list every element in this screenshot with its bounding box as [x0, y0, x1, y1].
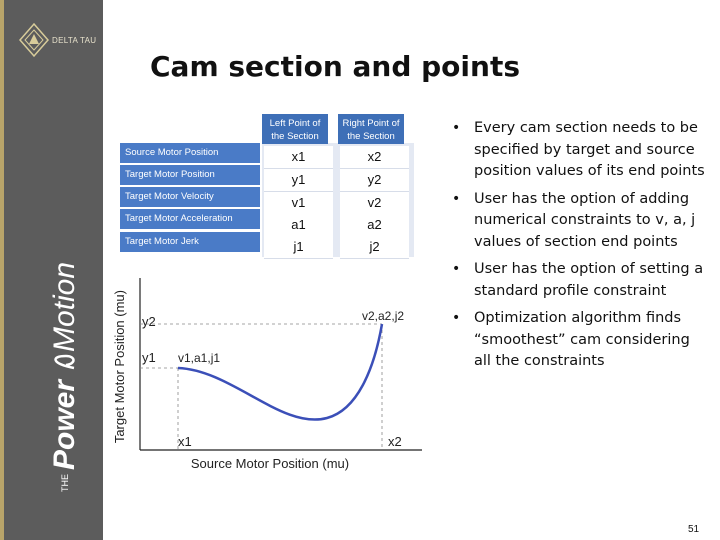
y2-label: y2 — [142, 314, 156, 329]
cam-plot: Target Motor Position (mu) Source Motor … — [112, 278, 422, 471]
bullet-text: User has the option of setting a standar… — [474, 261, 704, 299]
table-cell: a2 — [340, 214, 409, 237]
row-label: Target Motor Velocity — [120, 187, 260, 207]
cell-value: a1 — [291, 217, 306, 232]
delta-tau-logo — [19, 22, 49, 58]
cell-value: v2 — [367, 195, 382, 210]
cam-curve — [177, 323, 384, 421]
gold-stripe — [0, 0, 4, 540]
brand-suffix: Motion — [48, 262, 81, 352]
brand-main: Power — [48, 378, 81, 470]
row-label: Target Motor Acceleration — [120, 209, 260, 229]
bullet-dot: • — [452, 310, 461, 326]
x1-label: x1 — [178, 434, 192, 449]
slide-title: Cam section and points — [150, 50, 521, 83]
table-cell: y1 — [264, 169, 333, 192]
cell-value: x1 — [291, 149, 306, 164]
cell-value: x2 — [367, 149, 382, 164]
page-number: 51 — [688, 524, 700, 535]
bullet-text: Optimization algorithm finds “smoothest”… — [474, 310, 690, 369]
table-cell: y2 — [340, 169, 409, 192]
table-cell: j1 — [264, 236, 333, 259]
bullet-item: • Optimization algorithm finds “smoothest… — [450, 308, 708, 373]
x2-label: x2 — [388, 434, 402, 449]
bullet-dot: • — [452, 261, 461, 277]
row-label: Target Motor Position — [120, 165, 260, 185]
bullet-dot: • — [452, 120, 461, 136]
cell-value: v1 — [291, 195, 306, 210]
cell-value: a2 — [367, 217, 382, 232]
sidebar — [0, 0, 103, 540]
cell-value: j1 — [293, 239, 304, 254]
bullet-item: • User has the option of setting a standa… — [450, 259, 708, 302]
col-header-left: Left Point of the Section — [262, 114, 328, 144]
col-header-right: Right Point of the Section — [338, 114, 404, 144]
table-cell: x2 — [340, 146, 409, 169]
bullet-dot: • — [452, 190, 461, 207]
table-cell: j2 — [340, 236, 409, 259]
y-axis-label: Target Motor Position (mu) — [112, 290, 127, 443]
brand-prefix: THE — [60, 474, 70, 492]
y1-label: y1 — [142, 350, 156, 365]
bullet-list: • Every cam section needs to be specified… — [450, 118, 708, 379]
bullet-item: • User has the option of adding numerical… — [450, 189, 708, 254]
power-pmac-brand: THE Power Motion — [48, 262, 81, 492]
left-point-label: v1,a1,j1 — [178, 351, 220, 365]
logo-text: DELTA TAU — [52, 36, 97, 45]
cell-value: y2 — [367, 172, 382, 187]
x-axis-label: Source Motor Position (mu) — [191, 456, 349, 471]
row-label: Target Motor Jerk — [120, 232, 260, 252]
bullet-text: Every cam section needs to be specified … — [474, 120, 705, 179]
bullet-text: User has the option of adding numerical … — [474, 190, 696, 250]
table-cell: v2 — [340, 192, 409, 215]
table-cell: x1 — [264, 146, 333, 169]
bullet-item: • Every cam section needs to be specified… — [450, 118, 708, 183]
cell-value: j2 — [369, 239, 380, 254]
right-point-label: v2,a2,j2 — [362, 309, 404, 323]
table-cell: a1 — [264, 214, 333, 237]
row-label: Source Motor Position — [120, 143, 260, 163]
cell-value: y1 — [291, 172, 306, 187]
table-cell: v1 — [264, 192, 333, 215]
